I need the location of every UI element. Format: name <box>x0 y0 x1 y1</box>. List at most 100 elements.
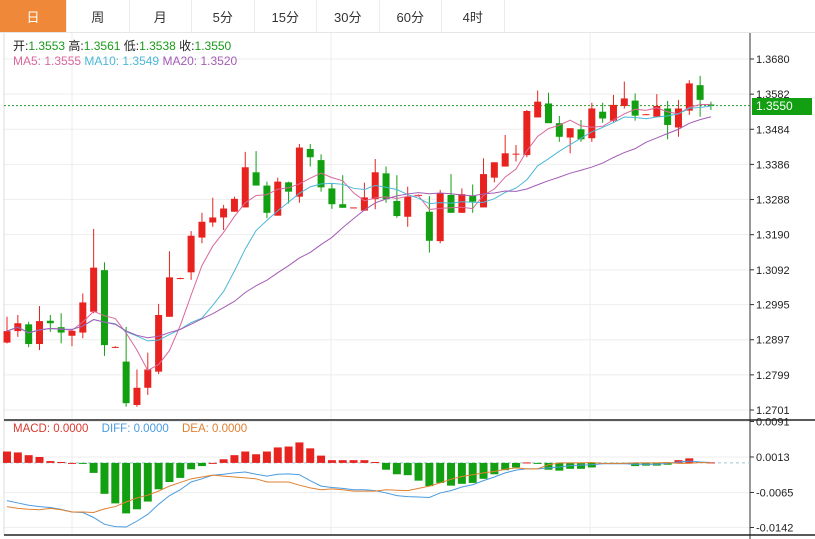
candle-down <box>306 148 314 158</box>
macd-bar <box>576 462 585 469</box>
macd-bar <box>154 462 163 490</box>
candle-up <box>35 321 43 345</box>
macd-bar <box>447 462 456 486</box>
tab-day[interactable]: 日 <box>0 0 67 32</box>
macd-bar <box>176 462 185 478</box>
macd-bar <box>706 462 715 464</box>
dea-value: DEA: 0.0000 <box>181 423 248 435</box>
tab-15min[interactable]: 15分 <box>255 0 317 32</box>
macd-bar <box>414 462 423 481</box>
macd-bar <box>78 462 87 464</box>
tab-60min[interactable]: 60分 <box>380 0 442 32</box>
candle-down <box>339 204 347 208</box>
candle-down <box>252 172 260 186</box>
candle-up <box>501 153 509 167</box>
tab-month[interactable]: 月 <box>130 0 192 32</box>
candle-up <box>68 330 76 336</box>
candle-down <box>555 123 563 137</box>
current-price-tag: 1.3550 <box>752 98 812 115</box>
macd-bar <box>382 462 391 470</box>
macd-bar <box>67 462 76 464</box>
candle-up <box>566 128 574 138</box>
tab-5min[interactable]: 5分 <box>192 0 255 32</box>
macd-bar <box>490 462 499 475</box>
candle-down <box>57 327 65 333</box>
macd-bar <box>89 462 98 473</box>
macd-value: MACD: 0.0000 <box>13 423 89 435</box>
candle-down <box>46 320 54 324</box>
macd-bar <box>392 462 401 475</box>
y-tick-label: 1.2995 <box>756 300 790 312</box>
candle-up <box>144 369 152 388</box>
tab-4hour[interactable]: 4时 <box>442 0 505 32</box>
macd-bar <box>3 451 11 463</box>
macd-bar <box>317 455 326 463</box>
candle-up <box>220 208 228 218</box>
ma5-value: MA5: 1.3555 <box>13 54 82 68</box>
macd-bar <box>327 460 336 463</box>
y-tick-label: 1.3190 <box>756 230 790 242</box>
macd-bar <box>24 455 33 463</box>
candle-down <box>328 188 336 205</box>
candle-down <box>577 129 585 140</box>
candle-down <box>631 100 639 116</box>
candle-up <box>609 104 617 121</box>
y-tick-label: 1.3386 <box>756 159 790 171</box>
candle-up <box>198 221 206 238</box>
y-tick-label: 1.2897 <box>756 335 790 347</box>
candle-up <box>230 198 238 212</box>
high-label: 高: <box>68 39 84 53</box>
candle-down <box>393 200 401 217</box>
tab-30min[interactable]: 30分 <box>317 0 380 32</box>
macd-bar <box>338 460 347 463</box>
macd-bar <box>35 456 44 463</box>
candle-up <box>176 278 184 280</box>
macd-bar <box>262 451 271 463</box>
candle-down <box>263 185 271 213</box>
macd-y-tick-label: -0.0142 <box>756 523 793 535</box>
candle-down <box>599 111 607 119</box>
macd-bar <box>457 462 466 484</box>
high-value: 1.3561 <box>83 39 121 53</box>
macd-bar <box>295 442 304 463</box>
macd-y-tick-label: -0.0065 <box>756 487 793 499</box>
dea-line <box>6 461 711 513</box>
y-tick-label: 1.2701 <box>756 405 790 417</box>
macd-bar <box>252 454 261 463</box>
open-label: 开: <box>13 39 29 53</box>
macd-bar <box>468 462 477 483</box>
macd-bar <box>436 462 445 483</box>
candle-up <box>653 105 661 117</box>
candle-up <box>360 197 368 211</box>
diff-value: DIFF: 0.0000 <box>101 423 169 435</box>
macd-bar <box>241 451 250 463</box>
candle-up <box>480 174 488 208</box>
macd-bar <box>230 455 239 463</box>
macd-bar <box>479 462 488 479</box>
candle-up <box>133 387 141 405</box>
y-tick-label: 1.3288 <box>756 195 790 207</box>
candle-down <box>545 103 552 124</box>
candle-up <box>512 153 520 155</box>
low-value: 1.3538 <box>139 39 176 53</box>
macd-bar <box>165 462 174 483</box>
ma10-line <box>6 105 712 342</box>
tab-week[interactable]: 周 <box>67 0 130 32</box>
candle-up <box>620 98 628 106</box>
candle-down <box>122 361 130 404</box>
candle-down <box>469 195 477 202</box>
diff-line <box>6 460 711 528</box>
macd-bar <box>273 447 282 463</box>
candle-up <box>241 167 249 208</box>
macd-bar <box>284 446 293 463</box>
candle-up <box>79 302 87 333</box>
ma20-value: MA20: 1.3520 <box>162 54 238 68</box>
candle-up <box>111 346 119 348</box>
candle-up <box>165 277 173 317</box>
macd-bar <box>360 460 369 463</box>
ma10-value: MA10: 1.3549 <box>84 54 160 68</box>
macd-bar <box>187 462 196 470</box>
macd-bar <box>371 461 380 463</box>
macd-bar <box>46 461 55 463</box>
